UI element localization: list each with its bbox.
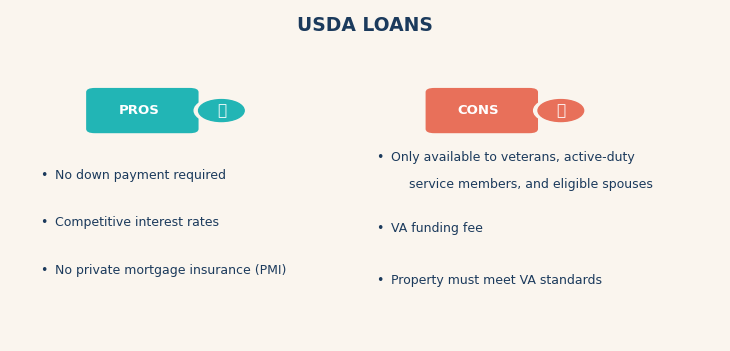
- Text: Only available to veterans, active-duty: Only available to veterans, active-duty: [391, 151, 634, 165]
- Text: CONS: CONS: [457, 104, 499, 117]
- Text: •: •: [376, 274, 383, 287]
- Text: •: •: [376, 221, 383, 235]
- Text: 👍: 👍: [217, 103, 226, 118]
- Circle shape: [194, 98, 249, 124]
- Text: No down payment required: No down payment required: [55, 169, 226, 182]
- Text: USDA LOANS: USDA LOANS: [297, 16, 433, 35]
- Text: 👎: 👎: [556, 103, 566, 118]
- Text: PROS: PROS: [118, 104, 159, 117]
- Text: service members, and eligible spouses: service members, and eligible spouses: [409, 178, 653, 191]
- Circle shape: [534, 98, 588, 124]
- Text: •: •: [40, 264, 47, 277]
- Text: No private mortgage insurance (PMI): No private mortgage insurance (PMI): [55, 264, 286, 277]
- Circle shape: [199, 100, 245, 121]
- Text: •: •: [40, 169, 47, 182]
- Text: Competitive interest rates: Competitive interest rates: [55, 216, 219, 230]
- Text: •: •: [40, 216, 47, 230]
- Text: VA funding fee: VA funding fee: [391, 221, 483, 235]
- Text: Property must meet VA standards: Property must meet VA standards: [391, 274, 602, 287]
- FancyBboxPatch shape: [426, 88, 538, 133]
- Text: •: •: [376, 151, 383, 165]
- FancyBboxPatch shape: [86, 88, 199, 133]
- Circle shape: [538, 100, 584, 121]
